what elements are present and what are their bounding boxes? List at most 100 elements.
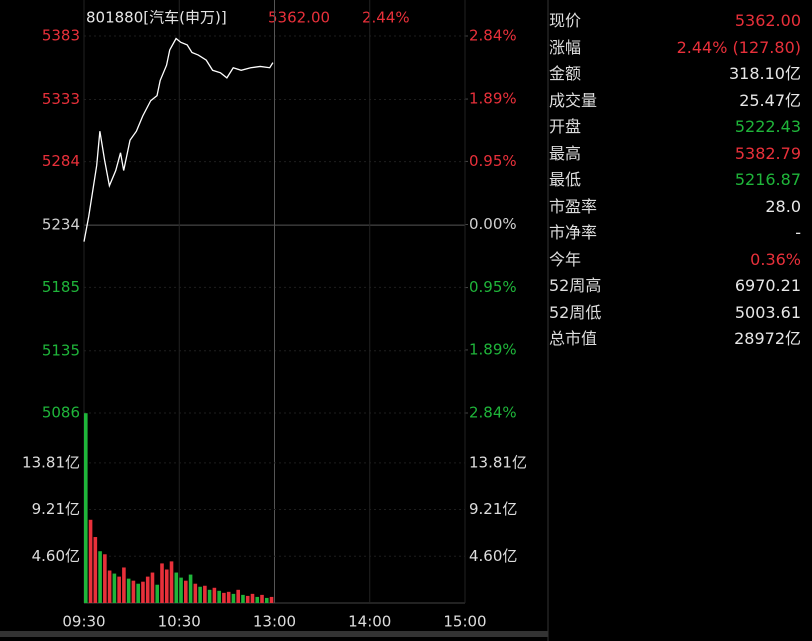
volume-bar bbox=[198, 586, 202, 603]
quote-value: - bbox=[795, 223, 801, 242]
quote-row: 市净率 - bbox=[549, 220, 801, 247]
volume-bar bbox=[141, 581, 145, 603]
quote-row: 总市值 28972亿 bbox=[549, 326, 801, 353]
volume-bar bbox=[207, 589, 212, 603]
quote-label: 最低 bbox=[549, 170, 582, 189]
quote-label: 涨幅 bbox=[549, 37, 582, 57]
volume-bar bbox=[107, 570, 112, 603]
volume-bar bbox=[88, 519, 93, 603]
quote-value: 2.44% (127.80) bbox=[676, 37, 801, 57]
volume-bar bbox=[269, 596, 274, 603]
y2-tick-label: 0.00% bbox=[469, 215, 517, 233]
x-tick-label: 09:30 bbox=[62, 613, 105, 631]
y2-tick-label: 2.84% bbox=[469, 27, 517, 45]
quote-row: 涨幅 2.44% (127.80) bbox=[549, 35, 801, 62]
volume-bar bbox=[241, 594, 245, 603]
quote-label: 今年 bbox=[549, 249, 582, 269]
quote-row: 开盘 5222.43 bbox=[549, 114, 801, 141]
quote-label: 成交量 bbox=[549, 90, 598, 110]
vol-tick-label: 9.21亿 bbox=[32, 500, 80, 518]
quote-label: 52周高 bbox=[549, 276, 602, 295]
index-price: 5362.00 bbox=[268, 9, 330, 27]
quote-row: 52周高 6970.21 bbox=[549, 273, 801, 300]
quote-row: 成交量 25.47亿 bbox=[549, 88, 801, 115]
x-tick-label: 14:00 bbox=[348, 613, 391, 631]
volume-bar bbox=[188, 574, 193, 603]
quote-value: 25.47亿 bbox=[739, 90, 801, 110]
quote-label: 总市值 bbox=[549, 329, 598, 348]
quote-label: 开盘 bbox=[549, 117, 582, 136]
y2-tick-label: 2.84% bbox=[469, 404, 517, 422]
quote-value: 6970.21 bbox=[734, 276, 801, 295]
volume-bar bbox=[126, 578, 131, 603]
volume-bar bbox=[174, 572, 179, 603]
volume-bar bbox=[250, 593, 255, 603]
quote-value: 5382.79 bbox=[734, 143, 801, 163]
quote-value: 5362.00 bbox=[734, 11, 801, 30]
volume-bar bbox=[231, 593, 236, 603]
volume-bar bbox=[226, 591, 231, 603]
vol-tick-label-right: 13.81亿 bbox=[469, 453, 527, 471]
volume-bar bbox=[136, 583, 140, 603]
price-line bbox=[83, 37, 274, 242]
volume-bar bbox=[98, 551, 102, 603]
quote-value: 5222.43 bbox=[734, 117, 801, 136]
quote-row: 最高 5382.79 bbox=[549, 141, 801, 168]
quote-row: 现价 5362.00 bbox=[549, 8, 801, 35]
volume-bar bbox=[264, 597, 269, 603]
volume-bar bbox=[179, 577, 183, 603]
quote-label: 现价 bbox=[549, 11, 582, 30]
quote-value: 5003.61 bbox=[734, 302, 801, 322]
volume-bar bbox=[217, 590, 221, 603]
volume-bar bbox=[122, 567, 126, 603]
volume-bar bbox=[155, 584, 160, 603]
y2-tick-label: 1.89% bbox=[469, 90, 517, 108]
volume-bar bbox=[169, 561, 174, 603]
quote-row: 52周低 5003.61 bbox=[549, 300, 801, 327]
quote-label: 最高 bbox=[549, 143, 582, 163]
quote-row: 今年 0.36% bbox=[549, 247, 801, 274]
vol-tick-label-right: 4.60亿 bbox=[469, 547, 517, 565]
volume-bar bbox=[236, 589, 240, 603]
quote-label: 52周低 bbox=[549, 302, 602, 322]
volume-bar bbox=[160, 563, 164, 603]
quote-panel: 现价 5362.00 涨幅 2.44% (127.80) 金额 318.10亿 成交量 25.… bbox=[549, 8, 801, 353]
volume-bar bbox=[150, 572, 155, 603]
y-tick-label: 5234 bbox=[42, 216, 80, 234]
quote-row: 市盈率 28.0 bbox=[549, 194, 801, 221]
quote-value: 0.36% bbox=[750, 249, 801, 269]
volume-bar bbox=[145, 576, 150, 603]
vol-tick-label: 4.60亿 bbox=[32, 547, 80, 565]
volume-bar bbox=[245, 595, 250, 603]
y-tick-label: 5333 bbox=[42, 90, 80, 108]
volume-bar bbox=[131, 580, 136, 603]
quote-row: 金额 318.10亿 bbox=[549, 61, 801, 88]
volume-bar bbox=[103, 554, 107, 603]
vol-tick-label-right: 9.21亿 bbox=[469, 500, 517, 518]
quote-value: 28972亿 bbox=[734, 329, 801, 348]
index-code: 801880[汽车(申万)] bbox=[86, 9, 227, 27]
volume-bar bbox=[164, 569, 169, 603]
volume-bar bbox=[112, 573, 117, 603]
quote-label: 市净率 bbox=[549, 223, 598, 242]
volume-bar bbox=[184, 580, 188, 603]
x-tick-label: 15:00 bbox=[443, 613, 486, 631]
quote-row: 最低 5216.87 bbox=[549, 167, 801, 194]
volume-bar bbox=[117, 576, 121, 603]
y-tick-label: 5383 bbox=[42, 27, 80, 45]
volume-bar bbox=[212, 587, 217, 603]
quote-value: 318.10亿 bbox=[729, 64, 801, 83]
volume-bar bbox=[84, 413, 88, 603]
y2-tick-label: 0.95% bbox=[469, 152, 517, 170]
y-tick-label: 5185 bbox=[42, 278, 80, 296]
y-tick-label: 5086 bbox=[42, 404, 80, 422]
quote-value: 5216.87 bbox=[734, 170, 801, 189]
x-tick-label: 13:00 bbox=[253, 613, 296, 631]
y-tick-label: 5284 bbox=[42, 152, 80, 170]
volume-bar bbox=[255, 596, 260, 603]
y-tick-label: 5135 bbox=[42, 341, 80, 359]
volume-bar bbox=[93, 537, 98, 603]
